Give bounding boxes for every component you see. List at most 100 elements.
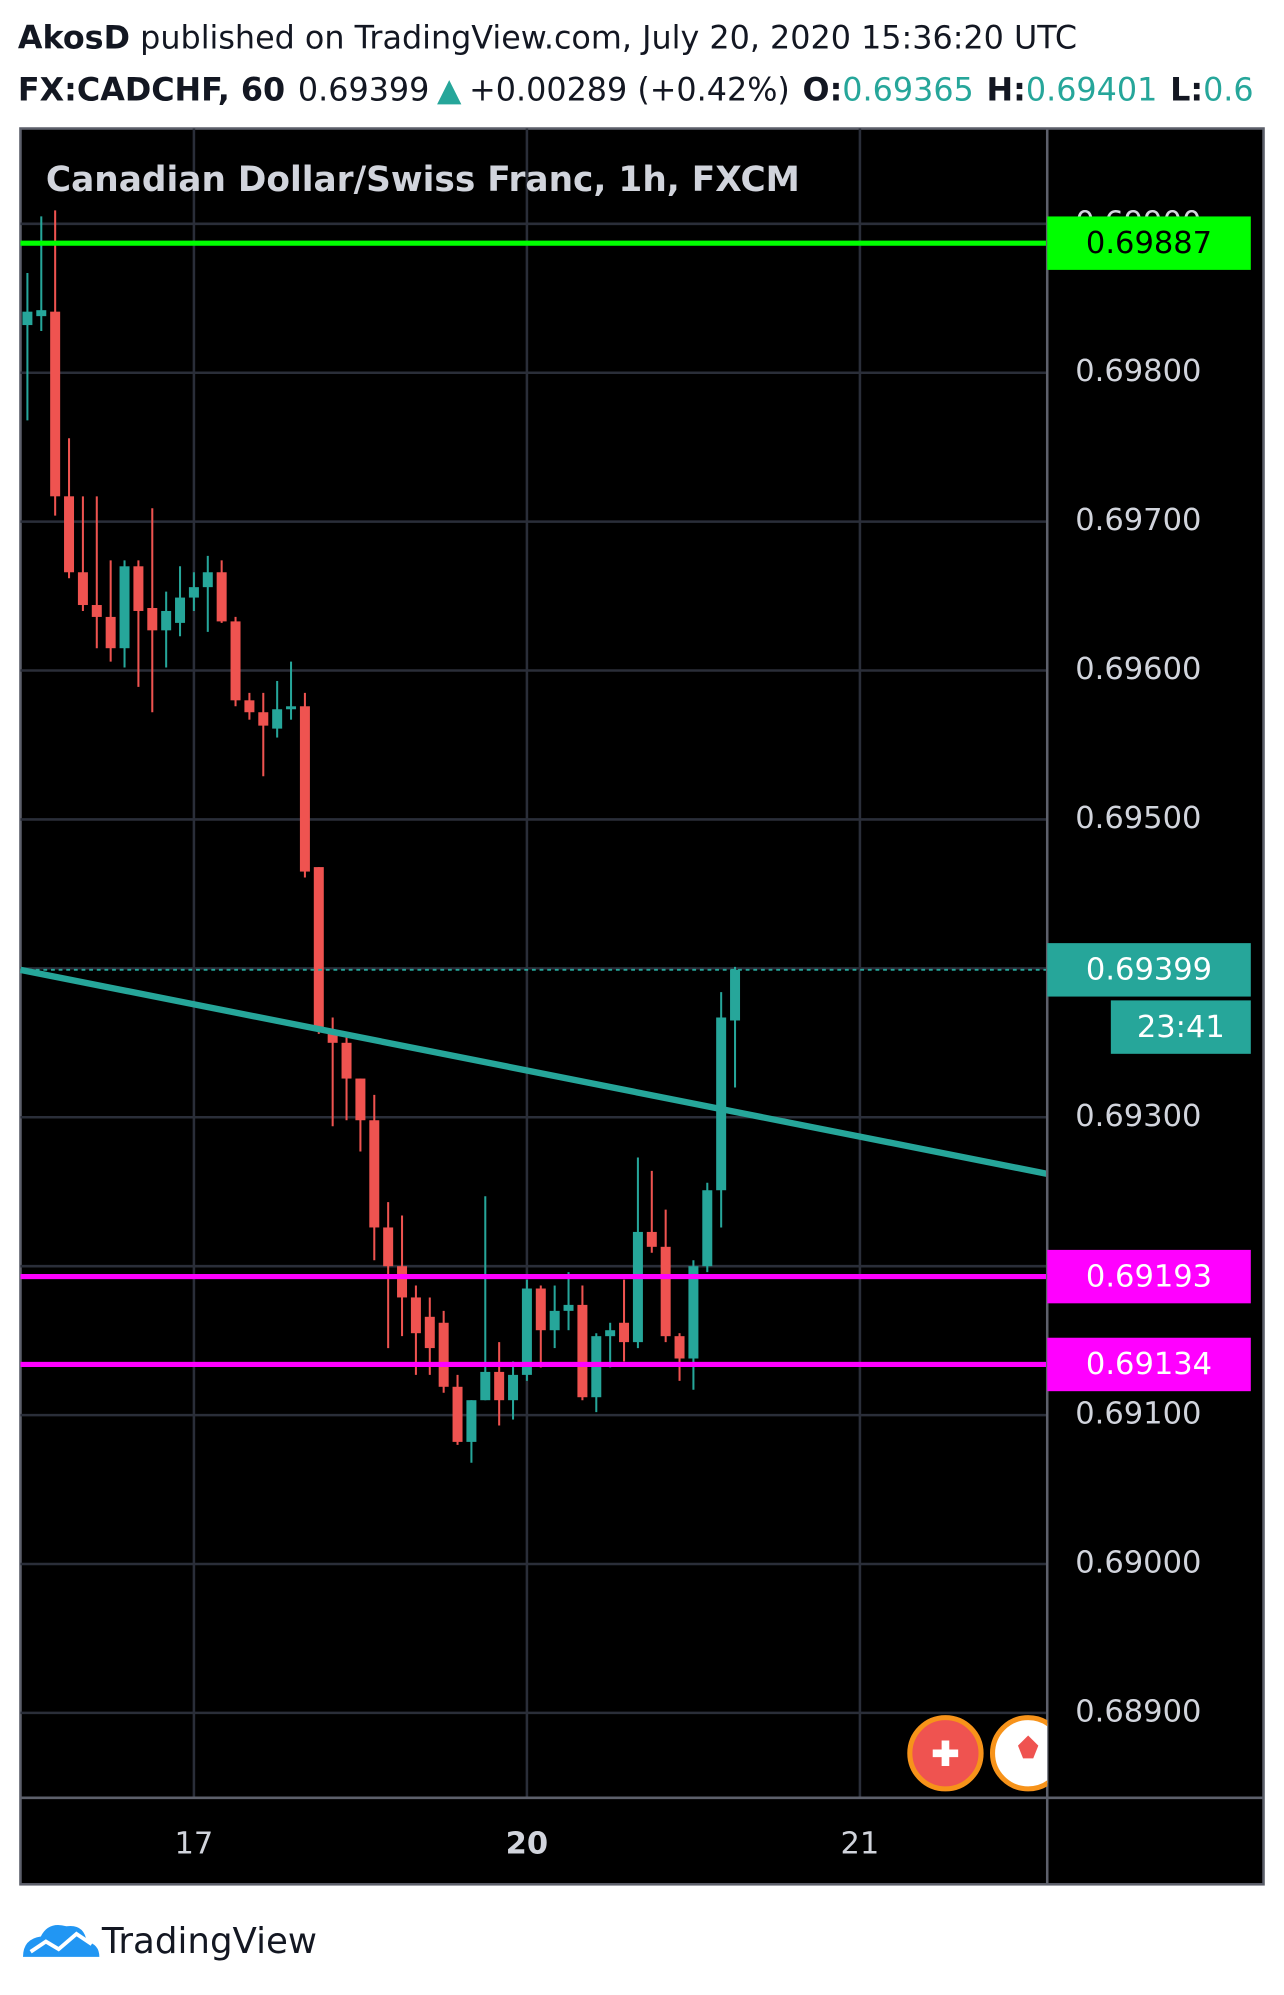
candle-body — [674, 1336, 685, 1359]
candle-body — [452, 1386, 463, 1442]
y-tick-label: 0.69600 — [1075, 652, 1201, 687]
change-arrow: ▲ — [437, 72, 462, 109]
y-tick-label: 0.69700 — [1075, 503, 1201, 538]
grid — [20, 128, 1048, 1798]
candle-body — [22, 311, 33, 326]
price-label-box — [1047, 216, 1251, 270]
author: AkosD — [18, 19, 130, 56]
last-price-label: 0.69399 — [1086, 953, 1212, 988]
candle-body — [535, 1288, 546, 1331]
overlays — [19, 240, 1048, 1368]
candle-body — [230, 621, 241, 701]
x-tick-label: 21 — [840, 1826, 879, 1861]
logo-cloud — [23, 1925, 100, 1957]
candle-body — [147, 607, 158, 631]
low-value: 0.6 — [1203, 72, 1254, 109]
symbol: FX:CADCHF, 60 — [18, 72, 285, 109]
candle-body — [175, 597, 186, 623]
footer-logo — [23, 1925, 100, 1957]
candle-body — [730, 969, 741, 1021]
candle-body — [438, 1322, 449, 1387]
footer-brand: TradingView — [101, 1921, 317, 1962]
swiss-cross — [932, 1740, 959, 1766]
candle-body — [383, 1227, 394, 1267]
candle-body — [299, 706, 310, 872]
candle-body — [355, 1078, 366, 1121]
candle-body — [577, 1304, 588, 1398]
candle-body — [605, 1330, 616, 1337]
candle-body — [64, 496, 75, 573]
candle-body — [410, 1297, 421, 1334]
candle-body — [716, 1017, 727, 1191]
logo-line — [29, 1931, 93, 1954]
high-label: H: — [987, 72, 1026, 109]
y-tick-label: 0.69300 — [1075, 1099, 1201, 1134]
price-label: 0.69193 — [1086, 1259, 1212, 1294]
candle-body — [119, 566, 130, 649]
open-label: O: — [803, 72, 843, 109]
y-tick-label: 0.69500 — [1075, 801, 1201, 836]
candle-body — [341, 1042, 352, 1079]
candle-body — [494, 1371, 505, 1401]
countdown: 23:41 — [1137, 1010, 1225, 1045]
last-price: 0.69399 — [298, 72, 430, 109]
x-tick-label: 20 — [506, 1826, 548, 1861]
trend-line — [19, 966, 1048, 1177]
header-line-1: AkosD published on TradingView.com, July … — [18, 19, 1077, 56]
candle-body — [188, 587, 199, 598]
candle-body — [216, 572, 227, 622]
change: +0.00289 (+0.42%) — [469, 72, 790, 109]
candle-body — [105, 616, 116, 649]
candle-body — [660, 1246, 671, 1337]
y-tick-label: 0.69800 — [1075, 354, 1201, 389]
published: published on TradingView.com, July 20, 2… — [140, 19, 1077, 56]
candle-body — [133, 566, 144, 611]
candle-body — [480, 1371, 491, 1401]
candle-body — [688, 1266, 699, 1359]
candle-body — [202, 572, 213, 588]
candle-body — [508, 1374, 519, 1401]
candles — [22, 210, 741, 1463]
y-tick-label: 0.69100 — [1075, 1397, 1201, 1432]
x-tick-label: 17 — [174, 1826, 213, 1861]
countdown-box — [1110, 1000, 1251, 1054]
high-value: 0.69401 — [1026, 72, 1158, 109]
event-icon[interactable] — [989, 1715, 1064, 1792]
candle-body — [327, 1030, 338, 1043]
y-tick-label: 0.69000 — [1075, 1546, 1201, 1581]
candle-body — [313, 867, 324, 1031]
candle-body — [244, 700, 255, 713]
candle-body — [397, 1266, 408, 1298]
candle-body — [161, 610, 172, 631]
open-value: 0.69365 — [842, 72, 974, 109]
price-label-box — [1047, 1337, 1251, 1392]
chart-title: Canadian Dollar/Swiss Franc, 1h, FXCM — [46, 160, 800, 200]
price-label: 0.69134 — [1086, 1347, 1212, 1382]
candle-body — [619, 1322, 630, 1343]
candle-body — [563, 1304, 574, 1311]
price-label-box — [1047, 1249, 1251, 1304]
candle-body — [632, 1231, 643, 1343]
price-label: 0.69887 — [1086, 226, 1212, 261]
candle-body — [424, 1316, 435, 1349]
candle-body — [258, 712, 269, 726]
candle-body — [91, 605, 102, 617]
candle-body — [50, 311, 61, 497]
low-label: L: — [1170, 72, 1203, 109]
price-labels: 0.689000.690000.691000.692000.693000.694… — [174, 205, 1251, 1861]
candle-body — [36, 310, 47, 317]
y-tick-label: 0.68900 — [1075, 1694, 1201, 1729]
candle-body — [369, 1120, 380, 1228]
chart-panel — [19, 127, 1265, 1886]
candle-body — [77, 572, 88, 606]
candle-body — [646, 1231, 657, 1247]
last-price-box — [1047, 943, 1251, 997]
candle-body — [702, 1190, 713, 1267]
header-line-2: FX:CADCHF, 60 0.69399 ▲ +0.00289 (+0.42%) O:… — [18, 72, 1254, 109]
candle-body — [549, 1310, 560, 1331]
canada-leaf — [1017, 1735, 1039, 1759]
candle-body — [466, 1400, 477, 1442]
event-icons — [907, 1715, 1064, 1792]
candle-body — [521, 1288, 532, 1375]
